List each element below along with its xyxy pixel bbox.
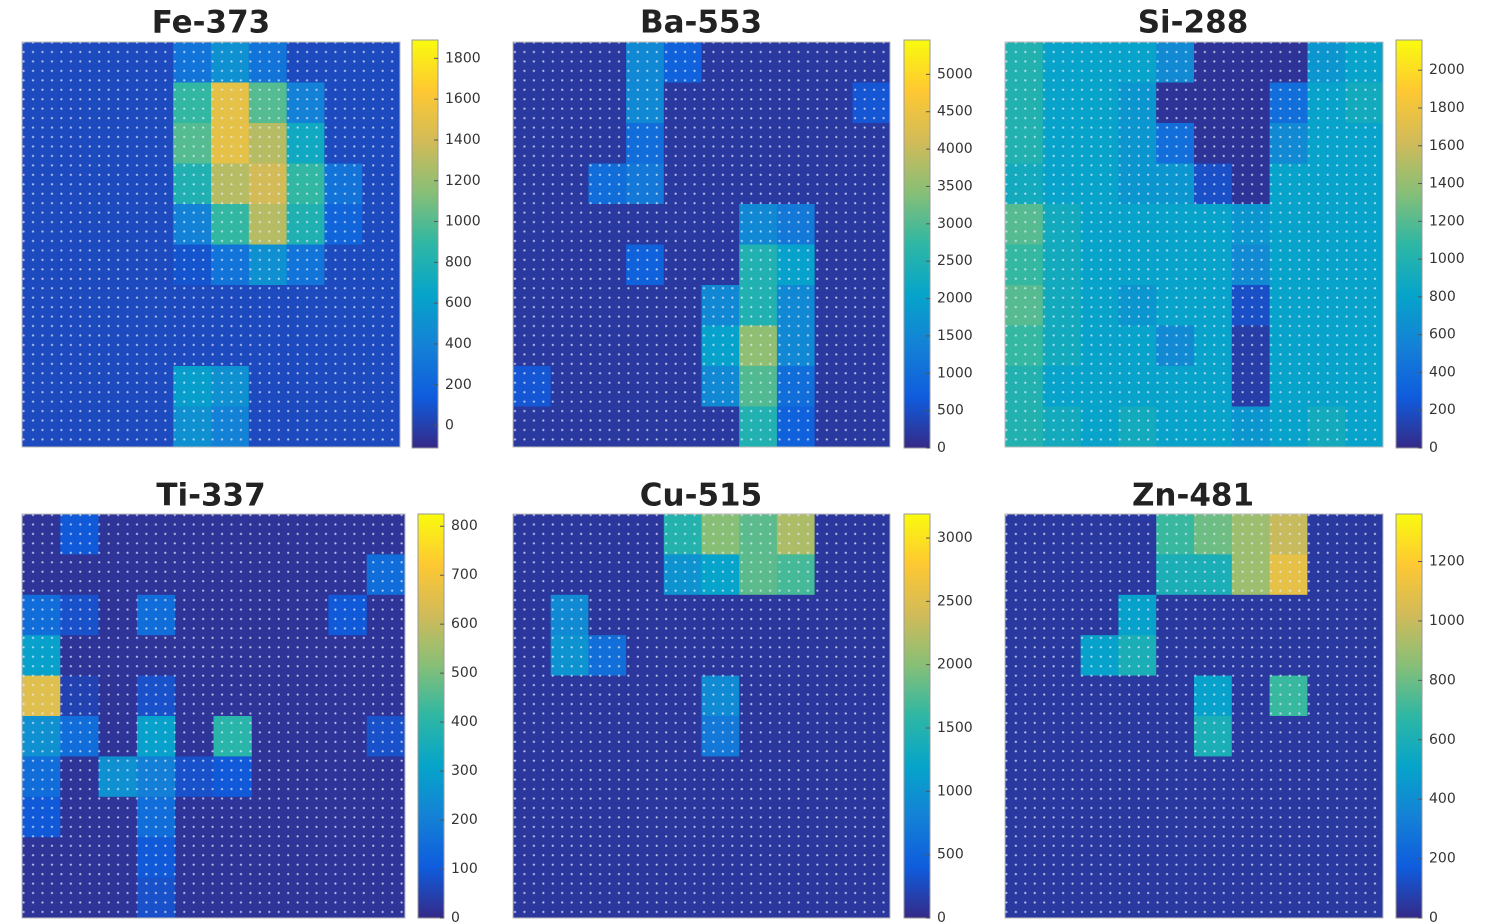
- panel-title: Ba-553: [640, 5, 762, 41]
- colorbar-tick-label: 400: [1429, 364, 1456, 380]
- colorbar-tick-label: 1000: [1429, 613, 1465, 629]
- panel: Zn-481 0 200 400 600 800 1000 1200: [1004, 478, 1465, 924]
- dot-grid: [1005, 514, 1383, 918]
- colorbar-tick-label: 500: [937, 403, 964, 419]
- colorbar-tick-label: 4500: [937, 104, 973, 120]
- colorbar-tick-label: 200: [1429, 402, 1456, 418]
- colorbar-tick-label: 0: [1429, 910, 1438, 924]
- colorbar-tick-label: 1000: [937, 783, 973, 799]
- dot-grid: [22, 514, 405, 918]
- panel: Ba-553 0 500 1000 1500 2000 2500 3000 3500 4000 45…: [512, 5, 973, 456]
- colorbar-tick-label: 5000: [937, 66, 973, 82]
- colorbar-tick-label: 400: [1429, 791, 1456, 807]
- colorbar-tick-label: 800: [451, 518, 478, 534]
- panel-title: Cu-515: [640, 478, 762, 514]
- colorbar-tick-label: 200: [451, 812, 478, 828]
- colorbar: [411, 39, 439, 449]
- panel: Si-288 0 200 400 600 800 1000 1200 1400 1600 1800 2…: [1004, 5, 1465, 456]
- colorbar-tick-label: 0: [937, 440, 946, 456]
- colorbar-tick-label: 500: [451, 665, 478, 681]
- colorbar-tick-label: 800: [445, 254, 472, 270]
- plot-frame: [21, 41, 401, 448]
- panel: Ti-337 0 100 200 300 400 500 600 700 800: [21, 478, 478, 924]
- colorbar-tick-label: 4000: [937, 141, 973, 157]
- colorbar-tick-label: 3000: [937, 216, 973, 232]
- colorbar-tick-label: 2000: [937, 291, 973, 307]
- plot-frame: [1004, 513, 1384, 919]
- colorbar-tick-label: 600: [451, 616, 478, 632]
- colorbar-tick-label: 2000: [937, 657, 973, 673]
- colorbar-tick-label: 1200: [1429, 554, 1465, 570]
- colorbar: [1395, 39, 1423, 449]
- colorbar-tick-label: 1000: [445, 214, 481, 230]
- colorbar: [417, 513, 445, 919]
- colorbar-tick-label: 100: [451, 861, 478, 877]
- panel-title: Si-288: [1138, 5, 1249, 41]
- colorbar-tick-label: 2500: [937, 253, 973, 269]
- panel: Fe-373 0 200 400 600 800 1000 1200 1400 1600 1800: [21, 5, 481, 449]
- colorbar-tick-label: 3500: [937, 178, 973, 194]
- colorbar-tick-label: 1500: [937, 720, 973, 736]
- dot-grid: [1005, 42, 1383, 447]
- colorbar-tick-label: 1800: [445, 50, 481, 66]
- colorbar-tick-label: 200: [445, 377, 472, 393]
- panel-title: Ti-337: [156, 478, 265, 514]
- colorbar-tick-label: 1000: [937, 365, 973, 381]
- colorbar-tick-label: 600: [1429, 732, 1456, 748]
- colorbar-tick-label: 1200: [445, 173, 481, 189]
- dot-grid: [22, 42, 400, 447]
- colorbar-tick-label: 1600: [445, 91, 481, 107]
- plot-frame: [21, 513, 406, 919]
- colorbar-tick-label: 1500: [937, 328, 973, 344]
- dot-grid: [513, 42, 890, 447]
- colorbar-tick-label: 2500: [937, 593, 973, 609]
- colorbar-tick-label: 1600: [1429, 138, 1465, 154]
- panel-title: Fe-373: [152, 5, 271, 41]
- colorbar-tick-label: 400: [451, 714, 478, 730]
- colorbar-tick-label: 600: [1429, 327, 1456, 343]
- colorbar-tick-label: 1000: [1429, 251, 1465, 267]
- colorbar-tick-label: 200: [1429, 851, 1456, 867]
- colorbar: [1395, 513, 1423, 919]
- plot-frame: [512, 513, 891, 919]
- plot-frame: [1004, 41, 1384, 448]
- colorbar-tick-label: 1400: [445, 132, 481, 148]
- colorbar-tick-label: 400: [445, 336, 472, 352]
- plot-frame: [512, 41, 891, 448]
- colorbar-tick-label: 2000: [1429, 62, 1465, 78]
- colorbar-tick-label: 500: [937, 847, 964, 863]
- colorbar-tick-label: 3000: [937, 530, 973, 546]
- colorbar-tick-label: 0: [1429, 440, 1438, 456]
- colorbar-tick-label: 1400: [1429, 176, 1465, 192]
- colorbar: [903, 39, 931, 449]
- colorbar-tick-label: 600: [445, 295, 472, 311]
- colorbar: [903, 513, 931, 919]
- colorbar-tick-label: 700: [451, 567, 478, 583]
- colorbar-tick-label: 800: [1429, 672, 1456, 688]
- panel: Cu-515 0 500 1000 1500 2000 2500 3000: [512, 478, 973, 924]
- colorbar-tick-label: 0: [937, 910, 946, 924]
- colorbar-tick-label: 1800: [1429, 100, 1465, 116]
- colorbar-tick-label: 1200: [1429, 213, 1465, 229]
- colorbar-tick-label: 0: [445, 418, 454, 434]
- colorbar-tick-label: 800: [1429, 289, 1456, 305]
- colorbar-tick-label: 300: [451, 763, 478, 779]
- panel-title: Zn-481: [1132, 478, 1254, 514]
- dot-grid: [513, 514, 890, 918]
- colorbar-tick-label: 0: [451, 910, 460, 924]
